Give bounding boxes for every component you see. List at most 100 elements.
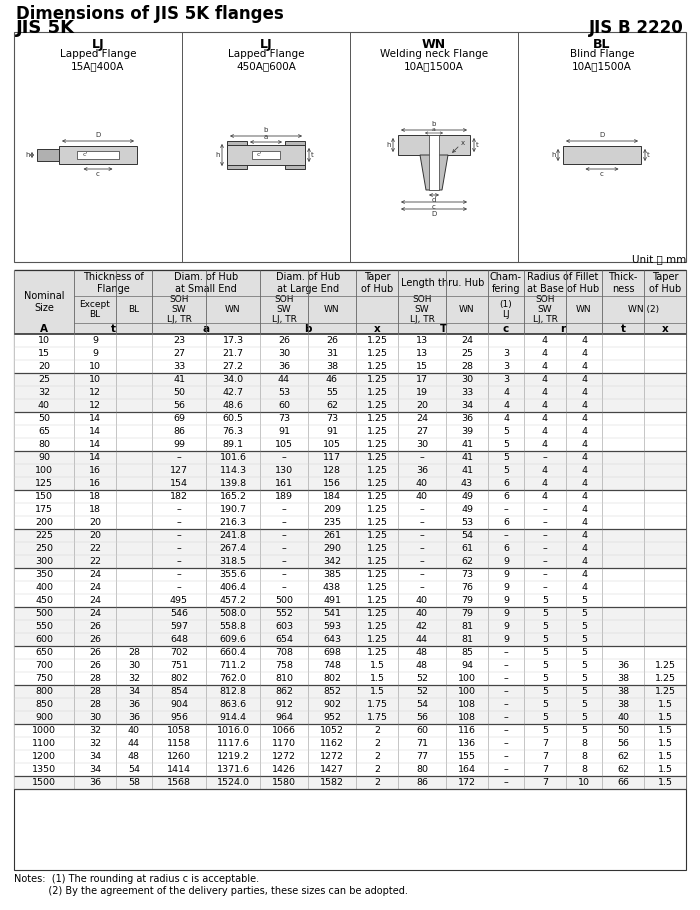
Text: 4: 4 [581, 570, 587, 579]
Text: 49: 49 [461, 492, 473, 501]
Text: 34: 34 [128, 687, 140, 696]
Bar [398, 296, 446, 323]
Bar [37, 149, 59, 161]
Text: 5: 5 [581, 713, 587, 722]
Text: 1.75: 1.75 [367, 700, 388, 709]
Text: A: A [40, 323, 48, 333]
Text: 708: 708 [275, 648, 293, 657]
Text: WN: WN [459, 305, 475, 314]
Text: 52: 52 [416, 674, 428, 683]
Text: 5: 5 [542, 661, 548, 670]
Text: 56: 56 [173, 401, 185, 410]
Text: 1500: 1500 [32, 778, 56, 787]
Text: 30: 30 [416, 440, 428, 449]
Bar [602, 296, 686, 323]
Text: 10A～1500A: 10A～1500A [572, 61, 632, 71]
Text: 60: 60 [416, 726, 428, 735]
Text: 71: 71 [416, 739, 428, 748]
Text: 862: 862 [275, 687, 293, 696]
Text: Cham-
fering: Cham- fering [490, 272, 522, 294]
Text: 14: 14 [89, 427, 101, 436]
Text: Dimensions of JIS 5K flanges: Dimensions of JIS 5K flanges [16, 5, 284, 23]
Text: –: – [281, 505, 286, 514]
Text: –: – [503, 778, 508, 787]
Text: 23: 23 [173, 336, 185, 345]
Text: 1427: 1427 [320, 765, 344, 774]
Text: 4: 4 [542, 401, 548, 410]
Text: 28: 28 [89, 700, 101, 709]
Text: 34: 34 [89, 752, 101, 761]
Text: 802: 802 [170, 674, 188, 683]
Text: –: – [281, 557, 286, 566]
Bar [14, 477, 686, 490]
Text: SOH
SW
LJ, TR: SOH SW LJ, TR [167, 295, 191, 324]
Text: 863.6: 863.6 [219, 700, 246, 709]
Text: 100: 100 [35, 466, 53, 475]
Bar [14, 32, 686, 262]
Text: 9: 9 [503, 635, 509, 644]
Text: 4: 4 [542, 336, 548, 345]
Text: 89.1: 89.1 [223, 440, 244, 449]
Text: 4: 4 [581, 440, 587, 449]
Bar [602, 323, 644, 334]
Text: 1066: 1066 [272, 726, 296, 735]
Text: –: – [176, 531, 181, 540]
Text: 5: 5 [542, 609, 548, 618]
Bar [14, 555, 686, 568]
Text: 4: 4 [542, 349, 548, 358]
Bar [152, 323, 260, 334]
Text: 62: 62 [617, 765, 629, 774]
Text: 4: 4 [581, 505, 587, 514]
Bar [14, 776, 686, 789]
Text: 31: 31 [326, 349, 338, 358]
Text: –: – [281, 453, 286, 462]
Text: 30: 30 [128, 661, 140, 670]
Text: Welding neck Flange: Welding neck Flange [380, 49, 488, 59]
Bar [14, 594, 686, 607]
Text: 6: 6 [503, 518, 509, 527]
Text: 73: 73 [326, 414, 338, 423]
Text: 1.5: 1.5 [657, 765, 673, 774]
Text: 28: 28 [461, 362, 473, 371]
Text: 1.25: 1.25 [367, 557, 388, 566]
Text: 4: 4 [581, 414, 587, 423]
Text: 650: 650 [35, 648, 53, 657]
Text: 30: 30 [89, 713, 101, 722]
Text: 1371.6: 1371.6 [216, 765, 250, 774]
Text: Length thru. Hub: Length thru. Hub [401, 278, 484, 288]
Bar [14, 763, 686, 776]
Text: 48: 48 [128, 752, 140, 761]
Text: 86: 86 [173, 427, 185, 436]
Bar [260, 270, 356, 296]
Text: 56: 56 [617, 739, 629, 748]
Text: 1260: 1260 [167, 752, 191, 761]
Text: 2: 2 [374, 726, 380, 735]
Text: 802: 802 [323, 674, 341, 683]
Bar [152, 296, 206, 323]
Bar [227, 145, 305, 165]
Text: 150: 150 [35, 492, 53, 501]
Text: 2: 2 [374, 778, 380, 787]
Text: 32: 32 [89, 739, 101, 748]
Text: 4: 4 [581, 362, 587, 371]
Text: 450A～600A: 450A～600A [236, 61, 296, 71]
Bar [14, 672, 686, 685]
Bar [14, 386, 686, 399]
Text: –: – [503, 505, 508, 514]
Text: –: – [176, 544, 181, 553]
Text: 854: 854 [170, 687, 188, 696]
Text: 1350: 1350 [32, 765, 56, 774]
Text: 4: 4 [581, 531, 587, 540]
Text: 748: 748 [323, 661, 341, 670]
Bar [76, 151, 120, 159]
Text: 189: 189 [275, 492, 293, 501]
Text: 552: 552 [275, 609, 293, 618]
Text: 225: 225 [35, 531, 53, 540]
Text: 643: 643 [323, 635, 341, 644]
Text: 10: 10 [89, 375, 101, 384]
Text: 13: 13 [416, 336, 428, 345]
Text: Diam. of Hub
at Small End: Diam. of Hub at Small End [174, 272, 238, 294]
Bar [14, 438, 686, 451]
Text: 32: 32 [89, 726, 101, 735]
Text: –: – [419, 453, 424, 462]
